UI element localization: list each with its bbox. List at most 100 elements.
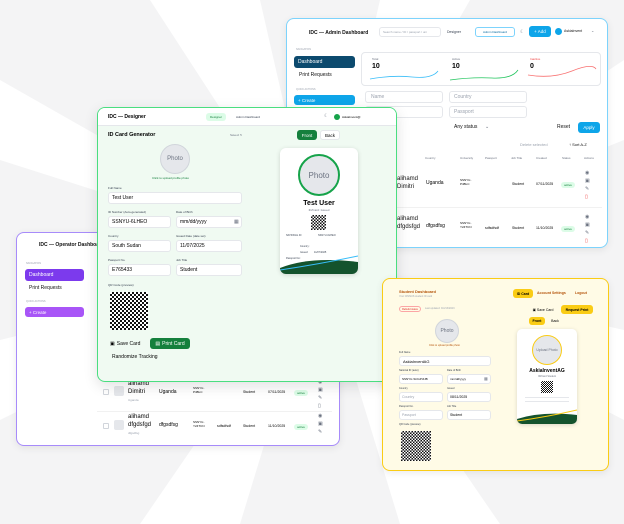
calendar-icon[interactable]: ▦ bbox=[234, 219, 239, 225]
eye-icon[interactable]: ◉ bbox=[318, 379, 323, 385]
moon-icon[interactable]: ☾ bbox=[324, 113, 329, 119]
filter-name-placeholder: Name bbox=[371, 94, 385, 100]
save-card-button[interactable]: ▣ Save Card bbox=[108, 338, 146, 349]
front-tab[interactable]: Front bbox=[529, 317, 545, 325]
row-checkbox[interactable] bbox=[103, 423, 109, 429]
row-thumbnail bbox=[114, 386, 124, 396]
eye-icon[interactable]: ◉ bbox=[585, 170, 590, 176]
row-name: alihamd dfgdsfgd bbox=[128, 414, 152, 428]
logout-link[interactable]: Logout bbox=[575, 291, 587, 295]
country-value: South Sudan bbox=[112, 243, 141, 249]
account-settings-link[interactable]: Account Settings bbox=[537, 291, 566, 295]
designer-user-name[interactable]: AskiaInvent@ bbox=[342, 115, 361, 119]
col-country: Country bbox=[425, 156, 436, 160]
print-icon: ▤ bbox=[155, 340, 161, 347]
issued-input[interactable]: 11/07/2025 bbox=[176, 240, 242, 252]
trash-icon[interactable]: ▯ bbox=[318, 403, 321, 409]
eye-icon[interactable]: ◉ bbox=[318, 413, 323, 419]
job-value: Student bbox=[180, 267, 198, 273]
row-university: SSNYU-P4BLC bbox=[460, 178, 472, 186]
print-icon[interactable]: ▣ bbox=[318, 387, 323, 393]
operator-nav-dashboard[interactable]: Dashboard bbox=[25, 269, 84, 281]
admin-designer-link[interactable]: Designer bbox=[447, 30, 462, 34]
country-input[interactable]: South Sudan bbox=[108, 240, 171, 252]
front-tab[interactable]: Front bbox=[297, 130, 317, 140]
preview-role: ID/Card: Issued bbox=[308, 208, 330, 212]
row-country: Uganda bbox=[159, 389, 177, 395]
admin-quick-section: QUICK ACTIONS bbox=[296, 88, 316, 91]
idnum-input[interactable]: SSNYU-SCGPJIJB bbox=[399, 374, 443, 384]
admin-nav-print-requests[interactable]: Print Requests bbox=[299, 72, 332, 78]
sort-button[interactable]: ↑ Sort A-Z bbox=[569, 142, 587, 147]
back-tab[interactable]: Back bbox=[320, 130, 340, 140]
edit-icon[interactable]: ✎ bbox=[318, 429, 323, 435]
admin-user-name[interactable]: AskiaInvent bbox=[564, 29, 583, 33]
filter-passport-input[interactable]: Passport bbox=[449, 106, 527, 118]
admin-search-input[interactable]: Search name / ID / passport / uni bbox=[379, 27, 441, 37]
row-created: 07/11/2025 bbox=[536, 182, 554, 186]
trash-icon[interactable]: ▯ bbox=[585, 194, 588, 200]
delete-selected-button[interactable]: Delete selected bbox=[520, 142, 548, 147]
edit-icon[interactable]: ✎ bbox=[585, 186, 590, 192]
preview-name: AskiaInventAG bbox=[529, 368, 565, 374]
save-card-label: Save Card bbox=[116, 340, 141, 347]
operator-nav-section: NAVIGATION bbox=[26, 262, 42, 265]
filter-name-input[interactable]: Name bbox=[365, 91, 443, 103]
moon-icon[interactable]: ☾ bbox=[520, 29, 525, 35]
admin-create-button[interactable]: + Create bbox=[294, 95, 355, 105]
row-country: Uganda bbox=[426, 180, 444, 186]
designer-link[interactable]: Designer bbox=[206, 113, 226, 121]
passport-input[interactable]: E765433 bbox=[108, 264, 171, 276]
row-checkbox[interactable] bbox=[103, 389, 109, 395]
chevron-down-icon[interactable]: ⌄ bbox=[591, 28, 595, 33]
avatar[interactable] bbox=[334, 114, 340, 120]
back-tab[interactable]: Back bbox=[551, 319, 559, 323]
edit-icon[interactable]: ✎ bbox=[318, 395, 323, 401]
edit-icon[interactable]: ✎ bbox=[585, 230, 590, 236]
randomize-button[interactable]: Randomize Tracking bbox=[112, 354, 158, 360]
print-icon[interactable]: ▣ bbox=[585, 222, 590, 228]
passport-input[interactable]: Passport bbox=[399, 410, 443, 420]
print-card-button[interactable]: ▤ Print Card bbox=[150, 338, 190, 349]
photo-upload[interactable]: Photo bbox=[160, 144, 190, 174]
reset-button[interactable]: Reset bbox=[557, 124, 571, 130]
operator-create-button[interactable]: + Create bbox=[25, 307, 84, 317]
filter-status-select[interactable]: Any status bbox=[454, 124, 478, 130]
filter-country-input[interactable]: Country bbox=[449, 91, 527, 103]
calendar-icon[interactable]: ▦ bbox=[484, 376, 488, 381]
country-input[interactable]: Country bbox=[399, 392, 443, 402]
photo-hint[interactable]: Click to upload profile photo bbox=[429, 344, 460, 347]
preview-divider bbox=[525, 401, 569, 402]
status-badge: active bbox=[294, 390, 308, 396]
passport-value: E765433 bbox=[112, 267, 133, 273]
job-input[interactable]: Student bbox=[447, 410, 491, 420]
issued-label: Issued bbox=[447, 387, 455, 390]
print-icon[interactable]: ▣ bbox=[585, 178, 590, 184]
admin-add-button[interactable]: + Add bbox=[529, 26, 551, 37]
request-print-button[interactable]: Request Print bbox=[561, 305, 593, 314]
stat-inactive-label: Inactive bbox=[530, 57, 541, 61]
dob-input[interactable]: mm/dd/yyyy ▦ bbox=[447, 374, 491, 384]
print-icon[interactable]: ▣ bbox=[318, 421, 323, 427]
operator-nav-print-requests[interactable]: Print Requests bbox=[29, 285, 62, 291]
idcard-tab[interactable]: ID Card bbox=[513, 289, 533, 298]
idnum-input[interactable]: SSNYU-6LHEO bbox=[108, 216, 171, 228]
admin-nav-dashboard[interactable]: Dashboard bbox=[294, 56, 355, 68]
admin-dashboard-link[interactable]: Admin Dashboard bbox=[475, 27, 515, 37]
issued-input[interactable]: 08/11/2025 bbox=[447, 392, 491, 402]
eye-icon[interactable]: ◉ bbox=[585, 214, 590, 220]
job-input[interactable]: Student bbox=[176, 264, 242, 276]
trash-icon[interactable]: ▯ bbox=[585, 238, 588, 244]
photo-hint[interactable]: Click to upload profile photo bbox=[152, 176, 190, 180]
status-hint: Last updated: Oct/13/2023 bbox=[425, 307, 455, 310]
dob-input[interactable]: mm/dd/yyyy ▦ bbox=[176, 216, 242, 228]
admin-dashboard-link[interactable]: Admin Dashboard bbox=[236, 115, 261, 119]
save-card-button[interactable]: ▣ Save Card bbox=[529, 305, 557, 314]
chevron-down-icon[interactable]: ⌄ bbox=[485, 124, 490, 130]
fullname-input[interactable]: AskiaInventAG bbox=[399, 356, 491, 366]
apply-button[interactable]: Apply bbox=[578, 122, 600, 133]
fullname-input[interactable]: Test User bbox=[108, 192, 242, 204]
status-badge: Rebuild status bbox=[399, 306, 421, 312]
avatar[interactable] bbox=[555, 28, 562, 35]
photo-upload[interactable]: Photo bbox=[435, 319, 459, 343]
